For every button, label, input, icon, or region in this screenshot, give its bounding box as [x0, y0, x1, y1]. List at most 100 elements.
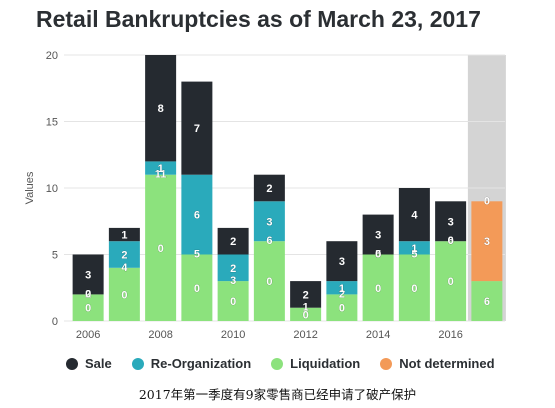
data-label-sale-2010: 2 — [230, 236, 236, 248]
data-label-liquidation-2007: 0 — [121, 289, 127, 301]
legend-item-not-determined[interactable]: Not determined — [380, 356, 495, 371]
bar-re-organization-2011 — [253, 201, 285, 242]
data-label-not-determined-2007: 4 — [121, 262, 128, 274]
bar-not-determined-2017 — [471, 201, 503, 282]
data-label-not-determined-2006: 2 — [85, 288, 91, 300]
legend-label-not-determined: Not determined — [399, 356, 495, 371]
bar-sale-2006 — [72, 254, 104, 295]
data-label-not-determined-2010: 3 — [230, 275, 236, 287]
data-label-liquidation-2010: 0 — [230, 296, 236, 308]
bar-sale-2014 — [362, 214, 394, 255]
bar-sale-2010 — [217, 227, 249, 255]
bar-sale-2008 — [145, 55, 177, 162]
data-label-re-organization-2013: 1 — [339, 283, 345, 295]
bar-liquidation-2016 — [435, 241, 467, 321]
data-label-sale-2007: 1 — [121, 230, 127, 242]
data-label-re-organization-2009: 6 — [194, 210, 200, 222]
legend: Sale Re-Organization Liquidation Not det… — [66, 356, 515, 371]
data-label-sale-2012: 2 — [303, 289, 309, 301]
data-label-liquidation-2014: 0 — [375, 283, 381, 295]
legend-label-liquidation: Liquidation — [290, 356, 361, 371]
data-label-sale-2008: 8 — [158, 103, 164, 115]
data-label-liquidation-2016: 0 — [448, 276, 454, 288]
bar-liquidation-2012 — [290, 307, 322, 321]
data-label-liquidation-2008: 0 — [158, 243, 164, 255]
bar-sale-2016 — [435, 201, 467, 242]
x-tick-label-2006: 2006 — [76, 329, 100, 341]
data-label-sale-2015: 4 — [411, 210, 418, 222]
x-tick-label-2016: 2016 — [438, 329, 462, 341]
data-label-layer: 0203042101118056703220632012021305030514… — [85, 103, 490, 321]
x-tick-label-2014: 2014 — [366, 329, 390, 341]
bar-sale-2009 — [181, 81, 213, 175]
bar-re-organization-2008 — [145, 161, 177, 175]
y-tick-label-15: 15 — [46, 117, 58, 129]
data-label-sale-2016: 3 — [448, 216, 454, 228]
bar-liquidation-2014 — [362, 254, 394, 321]
bar-liquidation-2013 — [326, 294, 358, 321]
legend-item-liquidation[interactable]: Liquidation — [271, 356, 360, 371]
bar-liquidation-2007 — [108, 267, 140, 321]
bar-re-organization-2013 — [326, 281, 358, 295]
data-label-re-organization-2015: 1 — [411, 243, 417, 255]
data-label-re-organization-2016: 0 — [448, 235, 454, 247]
y-tick-label-5: 5 — [52, 250, 58, 262]
y-tick-label-20: 20 — [46, 50, 58, 62]
legend-swatch-re-organization — [131, 357, 144, 370]
data-label-liquidation-2011: 0 — [266, 276, 272, 288]
bar-sale-2012 — [290, 281, 322, 308]
data-label-re-organization-2011: 3 — [266, 216, 272, 228]
y-axis-title: Values — [24, 171, 36, 204]
data-label-sale-2009: 7 — [194, 123, 200, 135]
legend-swatch-sale — [66, 357, 78, 370]
bar-liquidation-2006 — [72, 294, 104, 321]
data-label-liquidation-2009: 0 — [194, 283, 200, 295]
y-tick-label-0: 0 — [52, 316, 58, 328]
data-label-liquidation-2013: 0 — [339, 303, 345, 315]
legend-swatch-liquidation — [271, 357, 284, 370]
x-tick-label-2010: 2010 — [221, 329, 245, 341]
data-label-not-determined-2011: 6 — [266, 235, 272, 247]
legend-item-sale[interactable]: Sale — [66, 356, 112, 371]
data-label-not-determined-2012: 1 — [303, 302, 309, 314]
bar-liquidation-2015 — [398, 254, 430, 321]
bar-sale-2013 — [326, 241, 358, 282]
data-label-not-determined-2016: 6 — [448, 235, 454, 247]
data-label-not-determined-2009: 5 — [194, 249, 200, 261]
data-label-liquidation-2017: 6 — [484, 296, 490, 308]
data-label-not-determined-2008: 11 — [155, 169, 167, 181]
caption: 2017年第一季度有9家零售商已经申请了破产保护 — [138, 387, 417, 402]
data-label-sale-2014: 3 — [375, 230, 381, 242]
x-tick-label-2008: 2008 — [148, 329, 172, 341]
bar-sale-2011 — [253, 174, 285, 202]
data-label-not-determined-2017: 3 — [484, 236, 490, 248]
legend-label-sale: Sale — [85, 356, 112, 371]
bar-re-organization-2007 — [108, 241, 140, 268]
legend-item-re-organization[interactable]: Re-Organization — [131, 356, 252, 371]
chart-title: Retail Bankruptcies as of March 23, 2017 — [36, 6, 481, 32]
y-tick-label-10: 10 — [46, 183, 58, 195]
data-label-re-organization-2014: 0 — [375, 249, 381, 261]
data-label-re-organization-2017: 0 — [484, 195, 490, 207]
data-label-re-organization-2008: 1 — [158, 163, 164, 175]
bar-liquidation-2017 — [471, 281, 503, 321]
data-label-not-determined-2014: 5 — [375, 249, 381, 261]
legend-swatch-not-determined — [380, 357, 393, 370]
data-label-liquidation-2012: 0 — [303, 309, 309, 321]
data-label-re-organization-2007: 2 — [121, 250, 127, 262]
data-label-not-determined-2013: 2 — [339, 288, 345, 300]
data-label-liquidation-2015: 0 — [411, 283, 417, 295]
data-label-sale-2011: 2 — [266, 183, 272, 195]
bar-re-organization-2009 — [181, 174, 213, 255]
x-tick-label-2012: 2012 — [293, 329, 317, 341]
bar-liquidation-2010 — [217, 281, 249, 321]
bar-re-organization-2010 — [217, 254, 249, 282]
data-label-sale-2006: 3 — [85, 269, 91, 281]
bar-liquidation-2011 — [253, 241, 285, 321]
bar-sale-2007 — [108, 227, 140, 242]
legend-label-re-organization: Re-Organization — [150, 356, 252, 371]
bar-liquidation-2009 — [181, 254, 213, 321]
data-label-re-organization-2010: 2 — [230, 263, 236, 275]
bar-layer — [72, 55, 503, 321]
